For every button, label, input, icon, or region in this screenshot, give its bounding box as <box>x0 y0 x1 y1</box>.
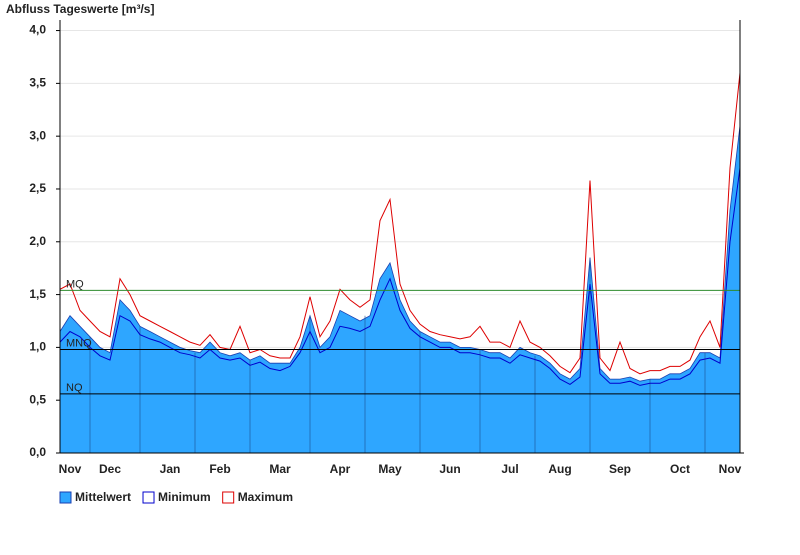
x-tick-label: Apr <box>330 462 351 476</box>
x-tick-label: Aug <box>548 462 571 476</box>
y-tick-label: 2,5 <box>29 181 46 195</box>
reference-label: MQ <box>66 278 84 290</box>
x-tick-label: Oct <box>670 462 690 476</box>
x-tick-label: Mar <box>269 462 291 476</box>
legend-swatch <box>59 491 72 504</box>
x-tick-label: Jun <box>439 462 460 476</box>
x-tick-label: May <box>378 462 402 476</box>
line-maximum <box>59 72 741 375</box>
legend-swatch <box>222 491 235 504</box>
y-tick-label: 0,5 <box>29 392 46 406</box>
y-tick-label: 2,0 <box>29 234 46 248</box>
x-tick-label: Feb <box>209 462 230 476</box>
legend-label: Mittelwert <box>75 490 131 504</box>
legend-label: Maximum <box>238 490 293 504</box>
y-tick-label: 4,0 <box>29 23 46 37</box>
y-tick-label: 3,5 <box>29 76 46 90</box>
y-tick-label: 1,0 <box>29 340 46 354</box>
y-tick-label: 3,0 <box>29 128 46 142</box>
y-tick-label: 1,5 <box>29 287 46 301</box>
legend-swatch <box>142 491 155 504</box>
x-tick-label: Sep <box>609 462 631 476</box>
x-tick-label: Jul <box>501 462 518 476</box>
x-tick-label: Nov <box>59 462 82 476</box>
x-tick-label: Nov <box>719 462 742 476</box>
mean-area <box>59 125 741 454</box>
y-tick-label: 0,0 <box>29 445 46 459</box>
reference-label: MNQ <box>66 337 92 349</box>
x-tick-label: Jan <box>160 462 181 476</box>
x-tick-label: Dec <box>99 462 121 476</box>
chart-title: Abfluss Tageswerte [m³/s] <box>6 2 154 16</box>
reference-label: NQ <box>66 382 83 394</box>
legend-label: Minimum <box>158 490 211 504</box>
